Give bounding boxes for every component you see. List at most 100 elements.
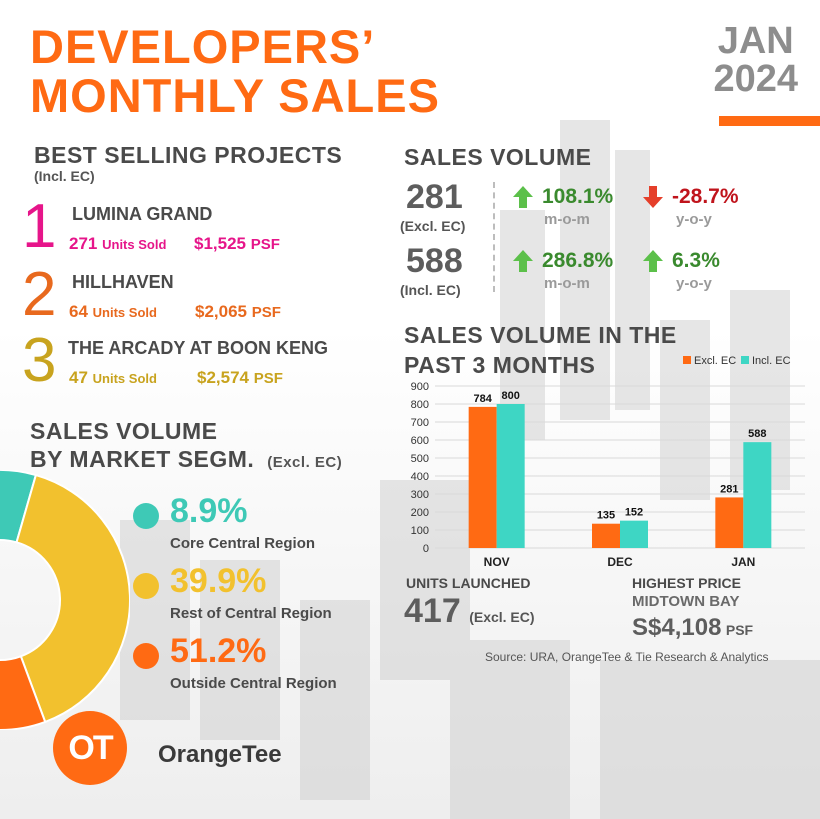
project-item: 2 HILLHAVEN 64 Units Sold $2,065 PSF bbox=[22, 264, 382, 326]
bar bbox=[468, 406, 497, 548]
bar-value-label: 152 bbox=[625, 507, 643, 519]
period-month: JAN bbox=[717, 20, 794, 62]
sales-volume-mom-label: m-o-m bbox=[544, 211, 590, 228]
segment-heading: SALES VOLUME BY MARKET SEGM. (Excl. EC) bbox=[30, 417, 342, 477]
bar bbox=[496, 404, 525, 548]
arrow-up-icon bbox=[643, 250, 663, 272]
donut-slice bbox=[15, 473, 130, 724]
source-note: Source: URA, OrangeTee & Tie Research & … bbox=[485, 650, 769, 664]
arrow-up-icon bbox=[513, 250, 533, 272]
segment-label: Outside Central Region bbox=[170, 675, 337, 692]
project-price-value: $1,525 bbox=[194, 234, 246, 253]
arrow-down-icon bbox=[643, 186, 663, 208]
y-tick-label: 800 bbox=[411, 399, 429, 411]
period-badge: JAN 2024 bbox=[713, 22, 798, 98]
best-selling-heading: BEST SELLING PROJECTS bbox=[34, 142, 343, 168]
sales-volume-mom: 286.8% bbox=[542, 249, 614, 272]
highest-price-block: S$4,108 PSF bbox=[632, 614, 753, 642]
brand-logo-letters: OT bbox=[68, 728, 113, 767]
chart-title-line-1: SALES VOLUME IN THE bbox=[404, 322, 677, 348]
sales-volume-label: (Incl. EC) bbox=[400, 282, 461, 298]
page-title: DEVELOPERS’ MONTHLY SALES bbox=[30, 22, 440, 120]
segment-heading-line-1: SALES VOLUME bbox=[30, 418, 218, 444]
x-tick-label: DEC bbox=[607, 555, 633, 569]
highest-price-unit: PSF bbox=[725, 622, 754, 638]
sales-volume-mom-label: m-o-m bbox=[544, 275, 590, 292]
y-tick-label: 0 bbox=[423, 543, 429, 555]
y-tick-label: 600 bbox=[411, 435, 429, 447]
sales-volume-yoy-label: y-o-y bbox=[676, 275, 712, 292]
y-tick-label: 300 bbox=[411, 489, 429, 501]
project-price: $1,525 PSF bbox=[194, 234, 280, 254]
legend-swatch bbox=[683, 356, 691, 364]
bar bbox=[620, 520, 648, 548]
project-price-unit: PSF bbox=[250, 236, 280, 253]
sales-volume-divider bbox=[493, 182, 495, 292]
segment-dot bbox=[133, 503, 159, 529]
units-launched-value: 417 bbox=[404, 592, 461, 630]
title-line-1: DEVELOPERS’ bbox=[30, 20, 376, 73]
project-rank: 1 bbox=[22, 192, 57, 261]
x-tick-label: NOV bbox=[484, 555, 510, 569]
bar-value-label: 588 bbox=[748, 428, 766, 440]
project-price-value: $2,574 bbox=[197, 368, 249, 387]
project-units: 64 Units Sold bbox=[69, 302, 157, 322]
segment-label: Rest of Central Region bbox=[170, 605, 332, 622]
sales-volume-label: (Excl. EC) bbox=[400, 218, 466, 234]
project-price-unit: PSF bbox=[253, 370, 283, 387]
segment-pct: 39.9% bbox=[170, 562, 267, 600]
best-selling-list: 1 LUMINA GRAND 271 Units Sold $1,525 PSF… bbox=[22, 196, 382, 396]
project-units-value: 47 bbox=[69, 368, 88, 387]
highest-price-label: HIGHEST PRICE bbox=[632, 575, 741, 591]
project-rank: 3 bbox=[22, 326, 57, 395]
segment-pct: 8.9% bbox=[170, 492, 248, 530]
legend-swatch bbox=[741, 356, 749, 364]
project-units-value: 64 bbox=[69, 302, 88, 321]
project-units: 271 Units Sold bbox=[69, 234, 166, 254]
segment-donut-chart bbox=[0, 470, 130, 730]
brand-logo: OT bbox=[53, 711, 127, 785]
title-line-2: MONTHLY SALES bbox=[30, 69, 440, 122]
sales-volume-value: 281 bbox=[406, 178, 463, 216]
sales-volume-mom: 108.1% bbox=[542, 185, 614, 208]
segment-dot bbox=[133, 643, 159, 669]
project-item: 3 THE ARCADY AT BOON KENG 47 Units Sold … bbox=[22, 330, 382, 392]
legend-label: Excl. EC bbox=[694, 355, 736, 367]
units-launched-note: (Excl. EC) bbox=[469, 609, 535, 625]
y-tick-label: 500 bbox=[411, 453, 429, 465]
bar-value-label: 135 bbox=[597, 510, 615, 522]
project-item: 1 LUMINA GRAND 271 Units Sold $1,525 PSF bbox=[22, 196, 382, 258]
sales-volume-value: 588 bbox=[406, 242, 463, 280]
segment-heading-note: (Excl. EC) bbox=[267, 454, 343, 471]
y-tick-label: 100 bbox=[411, 525, 429, 537]
sales-volume-yoy: -28.7% bbox=[672, 185, 739, 208]
project-price-unit: PSF bbox=[251, 304, 281, 321]
bar bbox=[743, 442, 772, 548]
segment-pct: 51.2% bbox=[170, 632, 267, 670]
project-rank: 2 bbox=[22, 260, 57, 329]
chart-title: SALES VOLUME IN THE PAST 3 MONTHS bbox=[404, 320, 677, 380]
period-accent-bar bbox=[719, 116, 820, 126]
y-tick-label: 400 bbox=[411, 471, 429, 483]
project-units: 47 Units Sold bbox=[69, 368, 157, 388]
units-launched-label: UNITS LAUNCHED bbox=[406, 575, 531, 591]
brand-name: OrangeTee bbox=[158, 741, 282, 768]
project-units-label: Units Sold bbox=[92, 371, 157, 386]
bar-value-label: 784 bbox=[473, 393, 492, 405]
legend-label: Incl. EC bbox=[752, 355, 791, 367]
units-launched-block: 417 (Excl. EC) bbox=[404, 594, 535, 628]
x-tick-label: JAN bbox=[731, 555, 755, 569]
highest-price-value: S$4,108 bbox=[632, 614, 722, 641]
best-selling-subheading: (Incl. EC) bbox=[34, 168, 95, 184]
y-tick-label: 700 bbox=[411, 417, 429, 429]
segment-label: Core Central Region bbox=[170, 535, 316, 552]
chart-title-line-2: PAST 3 MONTHS bbox=[404, 352, 596, 378]
period-year: 2024 bbox=[713, 58, 798, 100]
project-name: THE ARCADY AT BOON KENG bbox=[68, 338, 329, 358]
project-price: $2,065 PSF bbox=[195, 302, 281, 322]
bar-value-label: 281 bbox=[720, 483, 738, 495]
highest-price-project: MIDTOWN BAY bbox=[632, 593, 740, 610]
sales-volume-heading: SALES VOLUME bbox=[404, 144, 592, 170]
project-name: LUMINA GRAND bbox=[72, 204, 213, 224]
bar bbox=[715, 497, 744, 548]
